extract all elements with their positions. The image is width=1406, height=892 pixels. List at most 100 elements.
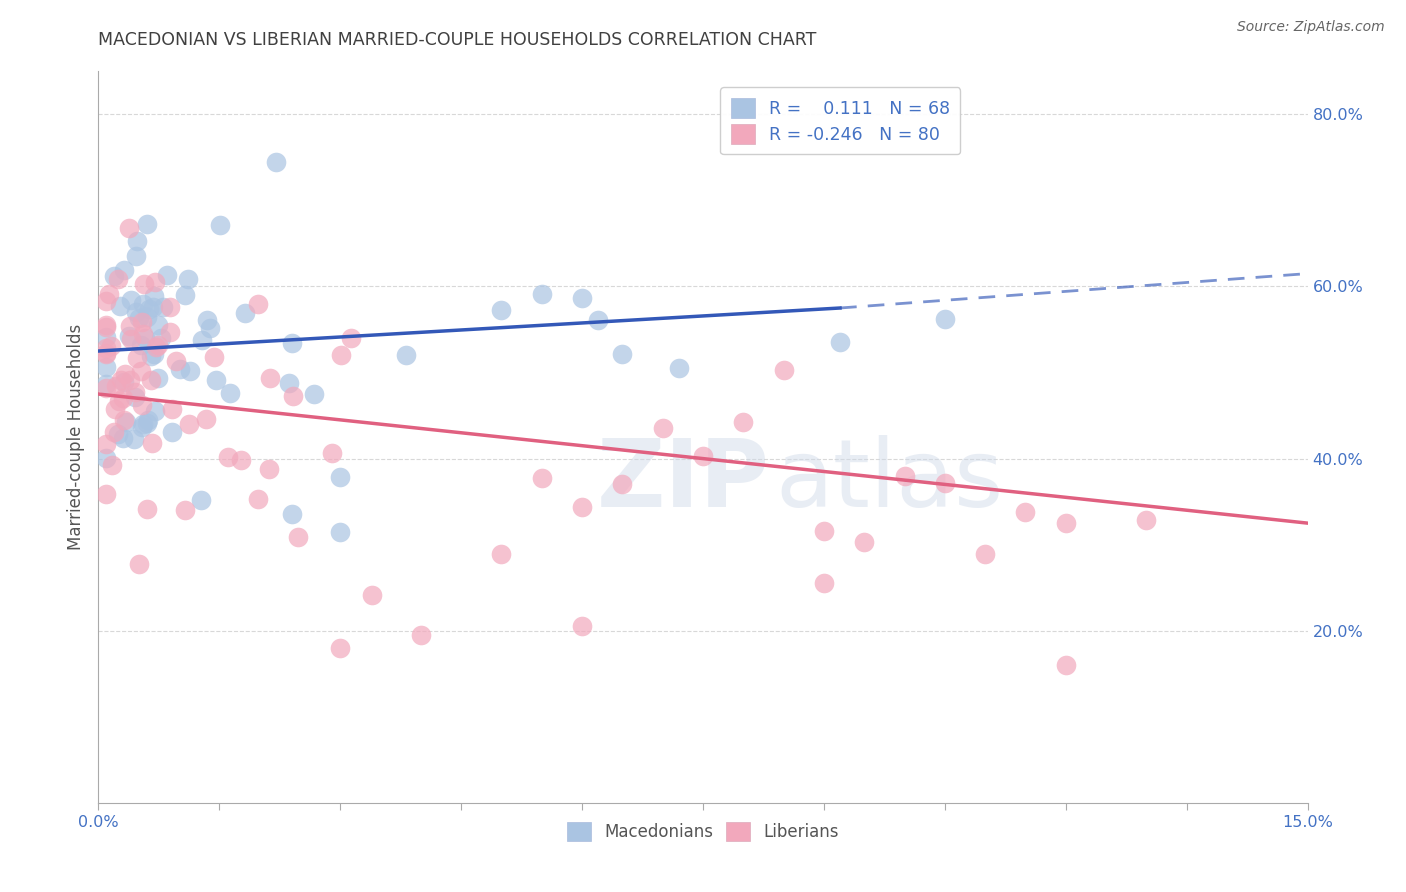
Point [96,451,118,466]
Point [110,373,132,387]
Point [132,327,155,342]
Point [329,470,352,484]
Y-axis label: Married-couple Households: Married-couple Households [66,324,84,550]
Point [231,452,253,467]
Point [302,387,325,401]
Point [125,249,148,263]
Point [104,401,127,416]
Point [96,360,118,375]
Point [143,275,166,289]
Point [409,628,432,642]
Point [131,296,153,310]
Point [202,350,225,364]
Point [233,306,256,320]
Point [143,289,166,303]
Point [96,437,118,451]
Point [395,349,418,363]
Point [131,337,153,351]
Point [135,310,157,324]
Point [120,318,142,333]
Point [135,416,157,430]
Point [141,435,163,450]
Point [340,331,363,345]
Point [103,425,125,439]
Point [217,450,239,464]
Point [149,331,172,345]
Point [114,367,136,381]
Point [101,458,124,472]
Point [139,373,162,387]
Point [586,312,609,326]
Point [668,360,690,375]
Point [191,334,214,348]
Point [974,547,997,561]
Point [281,507,304,521]
Point [146,318,169,332]
Point [772,362,794,376]
Point [138,301,160,316]
Point [813,576,835,591]
Point [278,376,301,391]
Point [122,432,145,446]
Point [120,293,142,308]
Point [136,412,159,426]
Point [257,461,280,475]
Point [264,154,287,169]
Point [612,347,634,361]
Point [329,640,352,655]
Point [146,370,169,384]
Point [112,413,135,427]
Point [136,218,159,232]
Text: MACEDONIAN VS LIBERIAN MARRIED-COUPLE HOUSEHOLDS CORRELATION CHART: MACEDONIAN VS LIBERIAN MARRIED-COUPLE HO… [98,31,817,49]
Point [156,268,179,283]
Point [173,287,195,301]
Point [1054,658,1077,673]
Point [813,524,835,539]
Point [120,332,142,346]
Point [96,381,118,395]
Point [139,349,162,363]
Point [96,347,118,361]
Point [934,476,956,491]
Point [128,558,150,572]
Point [179,364,201,378]
Point [651,421,673,435]
Point [209,218,232,232]
Point [329,524,352,539]
Legend: Macedonians, Liberians: Macedonians, Liberians [560,814,846,849]
Point [134,330,156,344]
Point [195,313,218,327]
Text: ZIP: ZIP [596,435,769,527]
Point [287,530,309,544]
Point [190,492,212,507]
Point [125,305,148,319]
Point [1014,505,1036,519]
Point [530,470,553,484]
Point [108,299,131,313]
Point [165,354,187,368]
Point [360,588,382,602]
Point [530,287,553,301]
Point [124,390,146,404]
Point [128,310,150,325]
Point [692,449,714,463]
Point [131,315,153,329]
Point [1135,513,1157,527]
Point [162,425,184,439]
Point [571,292,593,306]
Point [96,293,118,308]
Point [321,446,343,460]
Point [218,385,240,400]
Point [143,347,166,361]
Point [96,345,118,359]
Point [131,399,153,413]
Point [98,286,121,301]
Point [571,500,593,514]
Point [853,534,876,549]
Point [246,492,269,507]
Point [179,417,201,431]
Point [114,415,136,429]
Point [246,296,269,310]
Point [107,426,129,441]
Point [571,619,593,633]
